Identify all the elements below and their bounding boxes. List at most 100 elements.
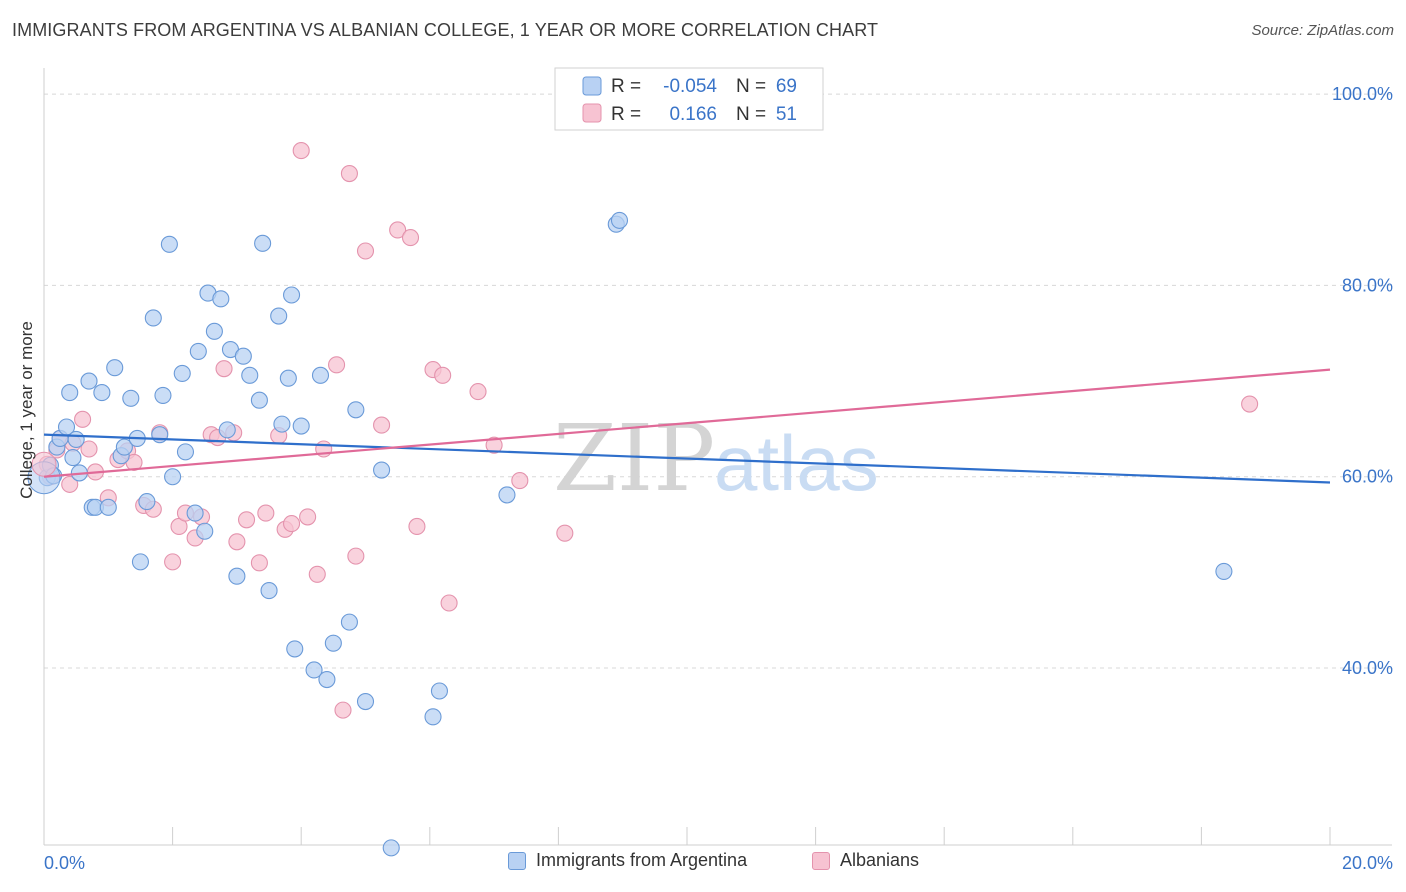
point-argentina — [318, 670, 336, 689]
point-albanian — [61, 475, 79, 493]
chart-title: IMMIGRANTS FROM ARGENTINA VS ALBANIAN CO… — [12, 20, 879, 40]
point-argentina — [340, 613, 358, 631]
point-argentina — [176, 443, 195, 461]
point-albanian — [334, 701, 352, 719]
point-albanian — [80, 440, 98, 458]
point-argentina — [93, 384, 111, 402]
point-argentina — [196, 522, 214, 540]
stats-n-value-2: 51 — [776, 104, 797, 125]
stats-legend-swatch-pink — [582, 103, 602, 123]
point-argentina — [131, 553, 149, 571]
y-tick-label: 40.0% — [1342, 658, 1393, 678]
x-tick-labels: 0.0% 20.0% — [44, 853, 1393, 873]
y-axis-label: College, 1 year or more — [17, 321, 36, 499]
point-argentina — [67, 430, 85, 448]
point-argentina — [610, 211, 629, 229]
point-albanian — [299, 508, 317, 526]
point-albanian — [485, 436, 503, 454]
point-argentina — [286, 640, 304, 658]
point-argentina — [205, 322, 223, 340]
legend-item-argentina[interactable]: Immigrants from Argentina — [508, 850, 747, 871]
point-albanian — [257, 504, 275, 522]
bottom-legend: Immigrants from Argentina Albanians — [0, 850, 1406, 880]
stats-legend-swatch-blue — [582, 76, 602, 96]
point-argentina — [234, 347, 252, 365]
point-albanian — [434, 366, 452, 384]
point-argentina — [347, 401, 365, 419]
point-argentina — [324, 634, 342, 652]
trend-lines — [43, 368, 1331, 484]
point-albanian — [469, 383, 487, 401]
point-argentina — [61, 384, 79, 402]
point-argentina — [99, 498, 117, 516]
point-argentina — [173, 364, 191, 382]
point-albanian — [164, 553, 182, 571]
point-albanian — [389, 221, 407, 239]
legend-swatch-argentina — [508, 851, 526, 870]
stats-r-label-2: R = — [611, 104, 641, 125]
point-argentina — [115, 438, 133, 456]
y-tick-label: 100.0% — [1332, 84, 1393, 104]
point-albanian — [250, 554, 268, 572]
point-argentina — [106, 359, 124, 377]
point-albanian — [373, 416, 391, 434]
point-albanian — [308, 565, 326, 583]
point-argentina — [1215, 562, 1233, 580]
stats-r-value-1: -0.054 — [663, 76, 717, 97]
point-albanian — [440, 594, 458, 612]
point-argentina — [164, 468, 182, 486]
point-albanian — [556, 524, 574, 542]
trend-line-albanian — [43, 368, 1331, 478]
data-points — [27, 142, 1259, 857]
point-argentina — [64, 449, 82, 467]
point-argentina — [373, 461, 391, 479]
point-argentina — [218, 421, 236, 439]
point-argentina — [138, 493, 156, 511]
point-albanian — [340, 164, 358, 183]
point-albanian — [347, 547, 365, 565]
point-argentina — [228, 567, 246, 585]
point-argentina — [260, 582, 278, 600]
point-argentina — [80, 372, 98, 390]
point-albanian — [74, 410, 92, 428]
point-argentina — [283, 286, 301, 304]
y-tick-labels: 40.0% 60.0% 80.0% 100.0% — [1332, 84, 1393, 678]
point-argentina — [430, 682, 448, 700]
point-argentina — [279, 369, 297, 387]
point-argentina — [144, 309, 162, 327]
point-albanian — [356, 242, 375, 260]
stats-n-label-1: N = — [736, 76, 766, 97]
point-argentina — [311, 366, 330, 384]
point-albanian — [228, 533, 246, 551]
stats-n-label-2: N = — [736, 104, 766, 125]
point-albanian — [215, 360, 233, 378]
point-argentina — [356, 692, 375, 711]
point-argentina — [273, 415, 291, 433]
point-albanian — [401, 229, 420, 247]
stats-n-value-1: 69 — [776, 76, 797, 97]
point-argentina — [424, 708, 442, 726]
point-argentina — [292, 417, 310, 435]
point-argentina — [186, 504, 204, 522]
point-albanian — [328, 356, 346, 374]
trend-line-argentina — [43, 433, 1331, 484]
y-tick-label: 60.0% — [1342, 467, 1393, 487]
point-albanian — [408, 517, 426, 536]
x-tick-label-min: 0.0% — [44, 853, 85, 873]
x-tick-label-max: 20.0% — [1342, 853, 1393, 873]
point-albanian — [283, 515, 301, 533]
point-albanian — [237, 511, 256, 529]
point-argentina — [498, 486, 516, 504]
point-albanian — [1241, 395, 1259, 413]
legend-item-albanians[interactable]: Albanians — [812, 850, 919, 871]
stats-r-value-2: 0.166 — [669, 104, 717, 125]
point-argentina — [154, 386, 172, 404]
point-argentina — [160, 235, 178, 253]
y-tick-label: 80.0% — [1342, 275, 1393, 295]
point-argentina — [270, 307, 288, 325]
point-argentina — [305, 661, 323, 679]
source-label: Source: ZipAtlas.com — [1251, 22, 1394, 39]
point-argentina — [241, 366, 259, 384]
legend-label-albanians: Albanians — [840, 850, 920, 870]
legend-label-argentina: Immigrants from Argentina — [536, 850, 748, 870]
